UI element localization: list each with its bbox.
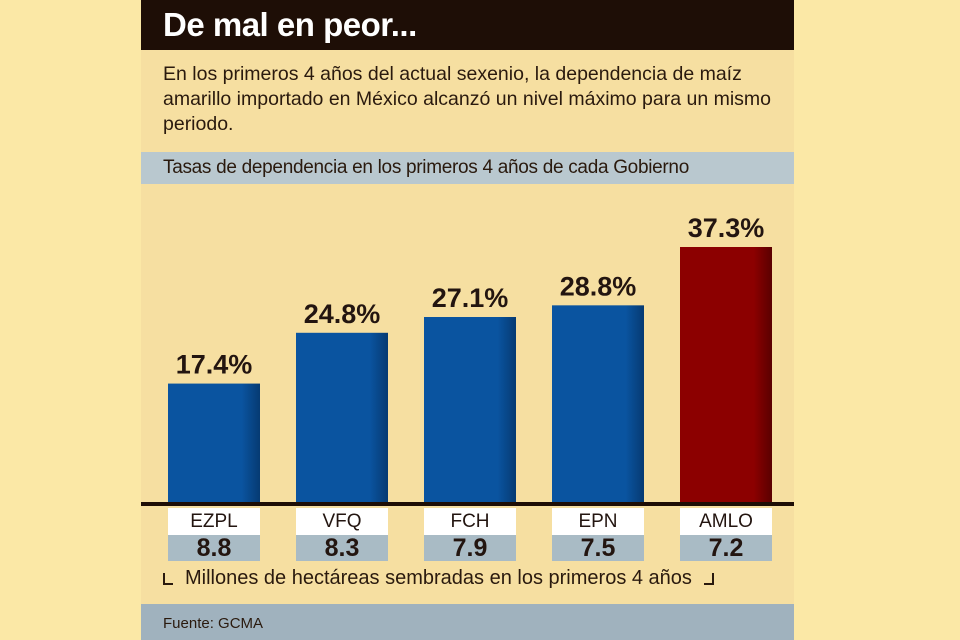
bar-fch (424, 317, 516, 503)
bar-vfq (296, 332, 388, 503)
title: De mal en peor... (163, 6, 417, 43)
hectares-value: 7.2 (680, 535, 772, 561)
bar-value-label: 27.1% (432, 283, 509, 313)
bar-epn (552, 305, 644, 503)
chart-subtitle: Tasas de dependencia en los primeros 4 a… (163, 157, 689, 178)
source-text: Fuente: GCMA (163, 615, 264, 632)
infographic-panel: De mal en peor... En los primeros 4 años… (141, 0, 794, 640)
intro-text: En los primeros 4 años del actual sexeni… (163, 63, 772, 135)
bar-chart: 17.4% 24.8% 27.1% 28.8% 37.3% (141, 213, 794, 506)
category-label: VFQ (296, 508, 388, 535)
bar-value-label: 24.8% (304, 299, 381, 329)
bar-ezpl (168, 383, 260, 503)
bracket-right-icon (703, 573, 714, 585)
category-label: FCH (424, 508, 516, 535)
bar-amlo (680, 247, 772, 503)
header-band: De mal en peor... (141, 0, 794, 50)
hectares-value: 7.9 (424, 535, 516, 561)
bar-value-label: 17.4% (176, 350, 253, 380)
hectares-value: 8.3 (296, 535, 388, 561)
hectares-value: 8.8 (168, 535, 260, 561)
category-label: EPN (552, 508, 644, 535)
bar-value-label: 37.3% (688, 213, 765, 243)
secondary-axis-label: Millones de hectáreas sembradas en los p… (163, 567, 783, 590)
bar-value-label: 28.8% (560, 271, 637, 301)
hectares-value: 7.5 (552, 535, 644, 561)
subtitle-band: Tasas de dependencia en los primeros 4 a… (141, 152, 794, 184)
bracket-left-icon (163, 573, 173, 585)
secondary-label-text: Millones de hectáreas sembradas en los p… (185, 567, 692, 589)
footer-band: Fuente: GCMA (141, 604, 794, 640)
category-label: AMLO (680, 508, 772, 535)
category-label: EZPL (168, 508, 260, 535)
